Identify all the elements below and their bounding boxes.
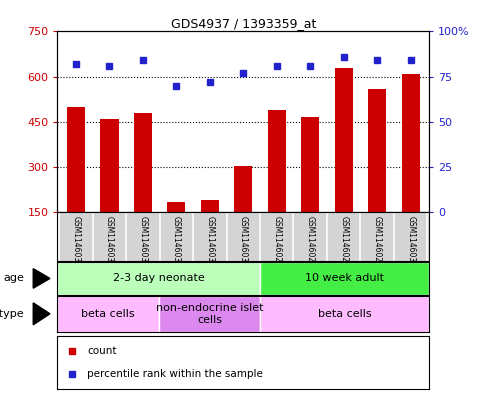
Text: GSM1146033: GSM1146033 [138,216,147,267]
Text: 2-3 day neonate: 2-3 day neonate [113,274,205,283]
Bar [134,113,152,212]
Text: 10 week adult: 10 week adult [305,274,384,283]
Bar [159,296,260,332]
Text: count: count [87,346,117,356]
Text: percentile rank within the sample: percentile rank within the sample [87,369,263,379]
Title: GDS4937 / 1393359_at: GDS4937 / 1393359_at [171,17,316,30]
Text: GSM1146031: GSM1146031 [71,216,80,267]
Bar [201,200,219,212]
Polygon shape [33,303,50,325]
Text: age: age [3,274,24,283]
Bar [334,68,353,212]
Bar [267,110,286,212]
Text: GSM1146026: GSM1146026 [272,216,281,267]
Polygon shape [33,269,50,288]
Text: GSM1146027: GSM1146027 [306,216,315,267]
Bar [368,89,386,212]
Bar [260,296,429,332]
Text: GSM1146034: GSM1146034 [172,216,181,267]
Bar [260,262,429,295]
Bar [57,262,260,295]
Text: GSM1146029: GSM1146029 [373,216,382,267]
Text: beta cells: beta cells [318,309,371,319]
Bar [66,107,85,212]
Text: non-endocrine islet
cells: non-endocrine islet cells [156,303,263,325]
Bar [167,202,186,212]
Bar [301,117,319,212]
Text: GSM1146032: GSM1146032 [105,216,114,267]
Text: GSM1146035: GSM1146035 [205,216,214,267]
Text: GSM1146030: GSM1146030 [406,216,415,267]
Bar [234,165,252,212]
Text: GSM1146028: GSM1146028 [339,216,348,267]
Bar [100,119,118,212]
Bar [402,73,420,212]
Text: beta cells: beta cells [81,309,135,319]
Text: cell type: cell type [0,309,24,319]
Text: GSM1146036: GSM1146036 [239,216,248,267]
Bar [57,296,159,332]
